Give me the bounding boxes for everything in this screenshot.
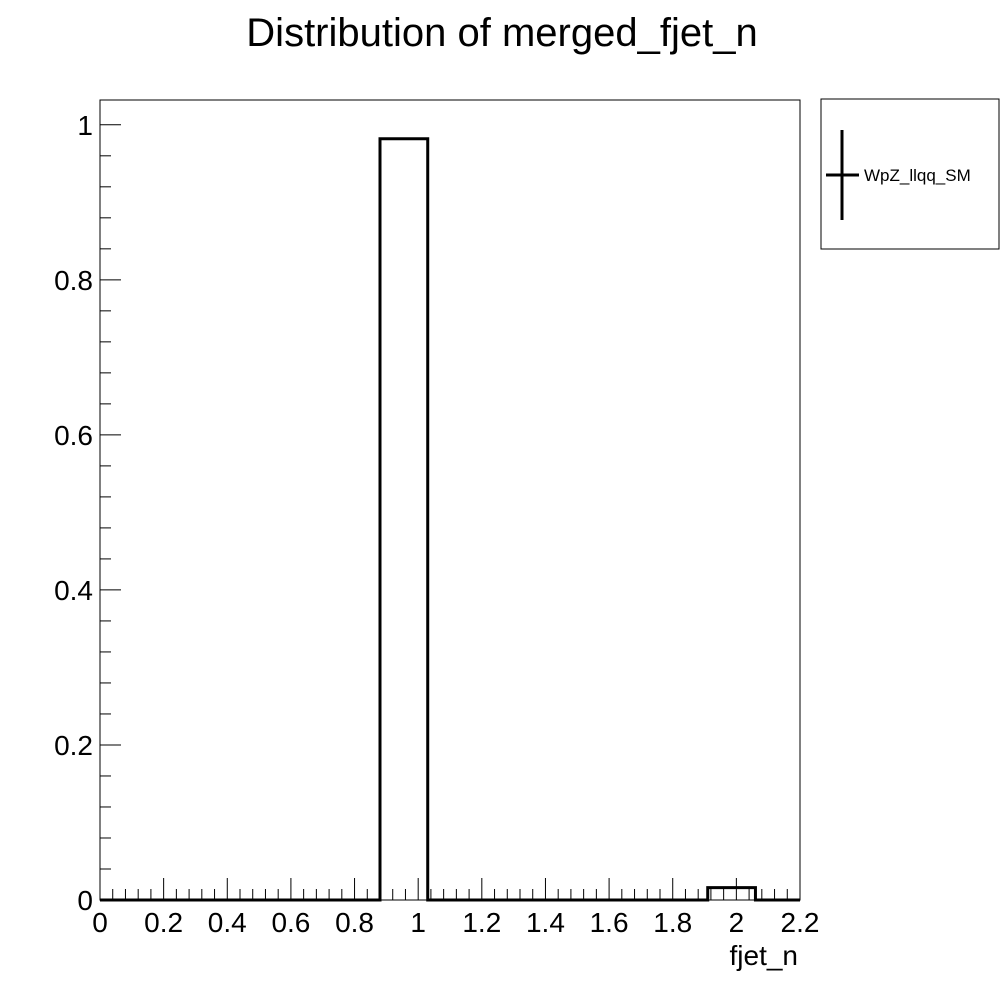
x-tick-label: 0.6 <box>271 907 310 938</box>
chart-title: Distribution of merged_fjet_n <box>246 11 757 55</box>
y-tick-label: 1 <box>77 110 93 141</box>
y-tick-label: 0.2 <box>54 730 93 761</box>
y-axis: 0 0.2 0.4 0.6 0.8 1 <box>54 110 121 916</box>
x-axis-title: fjet_n <box>730 940 799 971</box>
x-tick-label: 2 <box>729 907 745 938</box>
x-tick-label: 0 <box>92 907 108 938</box>
x-tick-label: 1.8 <box>653 907 692 938</box>
legend: WpZ_llqq_SM <box>820 98 1000 250</box>
histogram-bin-3 <box>708 888 756 900</box>
x-tick-label: 1.6 <box>590 907 629 938</box>
legend-label: WpZ_llqq_SM <box>864 166 971 185</box>
x-tick-label: 1.2 <box>462 907 501 938</box>
plot-frame <box>99 99 801 901</box>
y-tick-label: 0.8 <box>54 265 93 296</box>
histogram-outline <box>100 137 800 902</box>
y-tick-label: 0 <box>77 885 93 916</box>
x-tick-label: 0.8 <box>335 907 374 938</box>
histogram-bin-1 <box>380 139 428 900</box>
y-tick-label: 0.6 <box>54 420 93 451</box>
histogram-series <box>100 137 800 902</box>
x-tick-label: 1.4 <box>526 907 565 938</box>
x-tick-label: 0.4 <box>208 907 247 938</box>
y-tick-label: 0.4 <box>54 575 93 606</box>
x-tick-label: 2.2 <box>781 907 820 938</box>
x-tick-label: 0.2 <box>144 907 183 938</box>
x-axis: 0 0.2 0.4 0.6 0.8 1 1.2 1.4 1.6 1.8 2 2.2 <box>92 878 819 938</box>
x-tick-label: 1 <box>410 907 426 938</box>
